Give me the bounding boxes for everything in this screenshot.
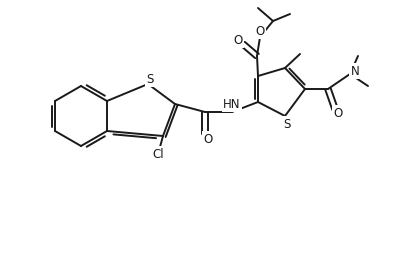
Text: O: O bbox=[332, 106, 342, 120]
Text: S: S bbox=[146, 73, 153, 86]
Text: O: O bbox=[203, 133, 212, 145]
Text: Cl: Cl bbox=[152, 148, 163, 161]
Text: HN: HN bbox=[223, 97, 240, 111]
Text: S: S bbox=[283, 117, 290, 130]
Text: O: O bbox=[233, 34, 242, 46]
Text: O: O bbox=[255, 25, 264, 37]
Text: N: N bbox=[350, 64, 358, 78]
